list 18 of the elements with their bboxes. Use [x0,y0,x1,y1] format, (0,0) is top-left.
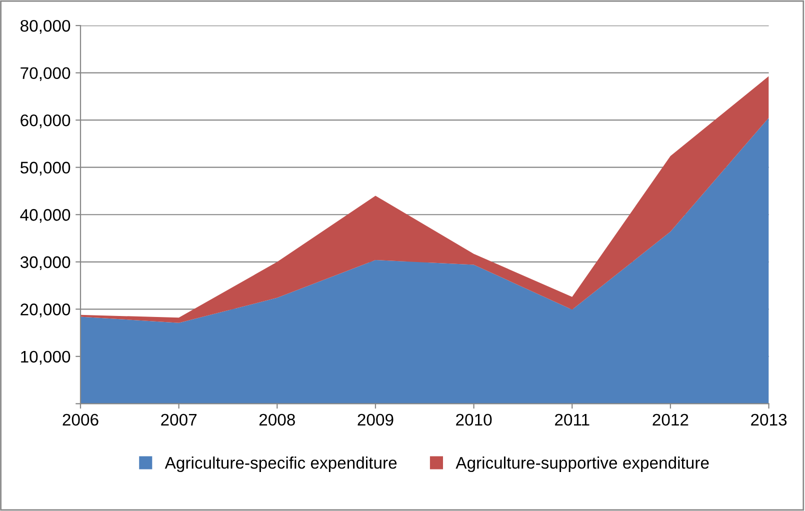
x-tick-label: 2009 [358,414,394,426]
x-tick-label: 2010 [456,414,492,426]
y-tick-label: 40,000 [20,209,70,223]
x-tick-label: 2012 [652,414,688,426]
y-tick-label: 70,000 [20,67,70,81]
y-tick-label: 50,000 [20,162,70,176]
y-tick-label: 80,000 [20,20,70,34]
y-tick-label: 10,000 [21,350,70,365]
x-tick-label: 2006 [62,414,98,426]
x-tick-label: 2013 [751,414,787,426]
x-tick-label: 2008 [259,414,295,426]
y-tick-label: 20,000 [20,304,70,318]
y-tick-label: 30,000 [20,256,70,270]
x-tick-label: 2007 [161,414,197,426]
x-tick-label: 2011 [555,414,590,426]
legend-label: Agriculture-supportive expenditure [456,456,709,472]
y-tick-label: 60,000 [20,114,70,128]
legend-label: Agriculture-specific expenditure [164,456,397,472]
